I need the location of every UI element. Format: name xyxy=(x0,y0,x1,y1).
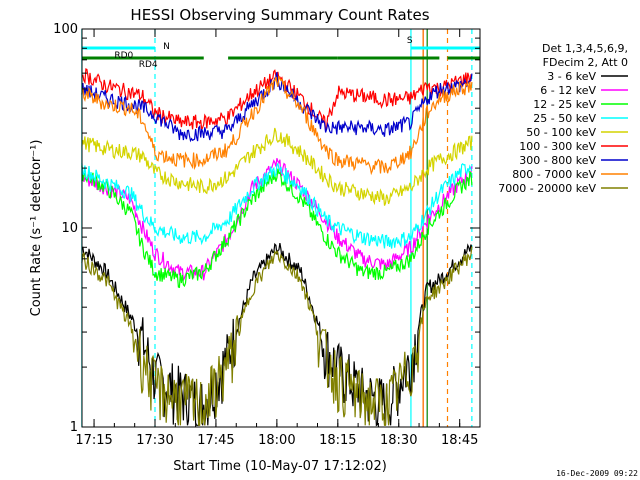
legend-header-1: FDecim 2, Att 0 xyxy=(543,56,628,69)
series-line-3 xyxy=(81,162,473,249)
legend-label-6: 300 - 800 keV xyxy=(519,154,596,167)
legend-label-7: 800 - 7000 keV xyxy=(512,168,596,181)
series-line-4 xyxy=(81,127,473,206)
legend-label-4: 50 - 100 keV xyxy=(526,126,596,139)
legend-label-3: 25 - 50 keV xyxy=(533,112,596,125)
x-tick-label-0: 17:15 xyxy=(75,433,112,448)
chart-title: HESSI Observing Summary Count Rates xyxy=(130,6,429,24)
legend-label-8: 7000 - 20000 keV xyxy=(498,182,596,195)
y-tick-label-1: 10 xyxy=(61,221,78,236)
series-line-6 xyxy=(81,71,473,143)
x-tick-label-5: 18:30 xyxy=(380,433,417,448)
legend-label-0: 3 - 6 keV xyxy=(547,70,596,83)
x-tick-label-1: 17:30 xyxy=(136,433,173,448)
annotation-2: RD4 xyxy=(139,60,158,70)
y-tick-label-0: 1 xyxy=(70,420,78,435)
x-tick-label-6: 18:45 xyxy=(441,433,478,448)
annotation-1: RD0 xyxy=(114,51,133,61)
x-tick-label-2: 17:45 xyxy=(197,433,234,448)
x-axis-label: Start Time (10-May-07 17:12:02) xyxy=(173,459,387,474)
series-line-8 xyxy=(81,246,473,426)
legend-label-2: 12 - 25 keV xyxy=(533,98,596,111)
annotation-0: N xyxy=(163,42,170,52)
y-axis-label: Count Rate (s⁻¹ detector⁻¹) xyxy=(29,140,44,317)
footer-date: 16-Dec-2009 09:22 xyxy=(556,469,638,478)
axes: 17:15 17:30 17:45 18:00 18:15 18:30 18:45 1 10 10… xyxy=(53,22,481,448)
legend-label-1: 6 - 12 keV xyxy=(540,84,596,97)
plot-area: N RD0 RD4 S xyxy=(81,29,480,427)
x-tick-label-4: 18:15 xyxy=(319,433,356,448)
annotation-3: S xyxy=(407,36,413,46)
legend-header-0: Det 1,3,4,5,6,9, xyxy=(542,42,628,55)
series-line-2 xyxy=(81,165,473,289)
legend: Det 1,3,4,5,6,9,FDecim 2, Att 03 - 6 keV… xyxy=(498,42,628,195)
legend-label-5: 100 - 300 keV xyxy=(519,140,596,153)
y-tick-label-2: 100 xyxy=(53,22,78,37)
series-line-7 xyxy=(81,76,473,176)
x-tick-label-3: 18:00 xyxy=(258,433,295,448)
